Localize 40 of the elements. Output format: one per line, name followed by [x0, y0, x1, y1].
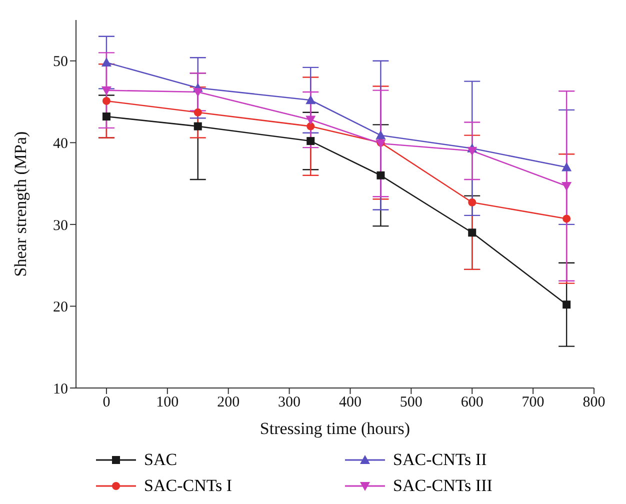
- point: [467, 146, 478, 156]
- y-tick-label: 20: [53, 300, 68, 316]
- point: [562, 162, 572, 172]
- point: [468, 228, 476, 237]
- x-tick-label: 100: [156, 394, 179, 411]
- point: [376, 130, 386, 140]
- legend-label: SAC-CNTs I: [144, 476, 232, 496]
- point: [306, 95, 316, 104]
- point: [562, 300, 571, 309]
- point: [468, 198, 476, 206]
- point: [192, 88, 203, 97]
- point: [562, 182, 572, 192]
- point: [194, 122, 202, 130]
- x-tick-label: 0: [102, 394, 110, 411]
- point: [102, 96, 110, 105]
- x-tick-label: 500: [400, 394, 422, 411]
- point: [194, 108, 202, 116]
- y-tick-label: 40: [53, 136, 68, 152]
- point: [101, 86, 112, 96]
- y-tick-label: 50: [53, 54, 68, 70]
- point: [562, 214, 571, 223]
- x-tick-label: 700: [522, 394, 544, 411]
- y-tick-label: 10: [53, 381, 68, 398]
- x-tick-label: 200: [217, 394, 240, 411]
- point: [306, 122, 315, 130]
- point: [306, 116, 316, 125]
- x-tick-label: 300: [278, 394, 301, 411]
- point: [306, 137, 315, 146]
- x-tick-label: 600: [460, 394, 484, 411]
- legend-label: SAC-CNTs III: [393, 476, 492, 496]
- legend-label: SAC: [144, 450, 178, 470]
- legend-label: SAC-CNTs II: [393, 450, 487, 470]
- x-axis-title: Stressing time (hours): [260, 419, 410, 438]
- point: [376, 171, 385, 180]
- x-tick-label: 400: [338, 394, 362, 411]
- point: [102, 112, 110, 120]
- y-axis-title: Shear strength (MPa): [11, 131, 30, 277]
- point: [101, 58, 112, 67]
- x-tick-label: 800: [582, 394, 606, 411]
- y-tick-label: 30: [53, 218, 68, 234]
